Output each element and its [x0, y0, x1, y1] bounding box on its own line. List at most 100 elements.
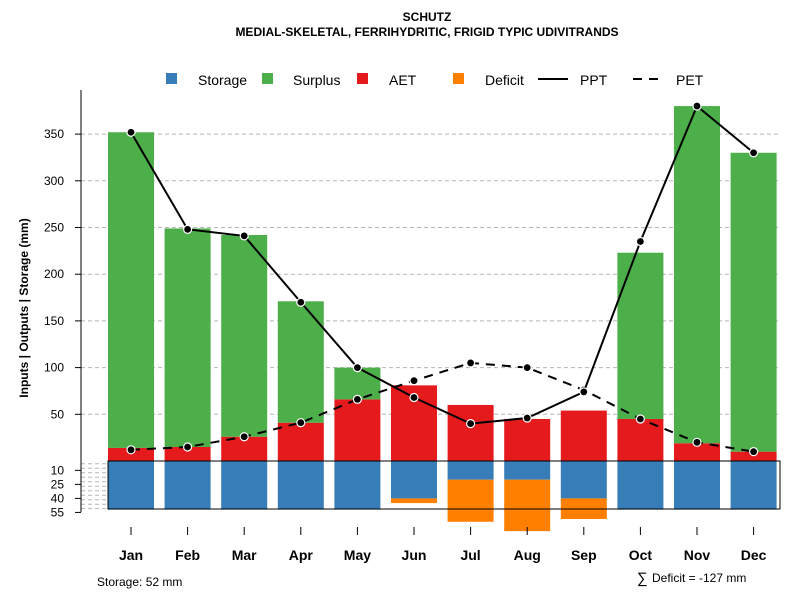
ppt-point: [296, 297, 306, 307]
ppt-line: [130, 104, 755, 425]
legend-label-ppt: PPT: [580, 72, 608, 88]
ppt-point: [579, 387, 589, 397]
bar-surplus: [334, 367, 381, 400]
legend: Storage Surplus AET Deficit PPT PET: [166, 72, 704, 88]
lines: [126, 101, 759, 457]
x-tick-label: Feb: [175, 547, 200, 563]
bar-storage: [617, 461, 664, 510]
bar-storage: [674, 461, 720, 510]
bar-surplus: [277, 301, 324, 423]
x-tick-label: Jul: [460, 547, 480, 563]
legend-swatch-storage: [166, 73, 177, 84]
storage-frame: [107, 460, 781, 510]
pet-point: [748, 447, 759, 457]
x-tick-label: Dec: [741, 547, 767, 563]
bar-aet: [334, 399, 381, 461]
ppt-point: [352, 363, 362, 373]
pet-point: [183, 442, 193, 452]
bar-surplus: [674, 106, 720, 444]
bar-storage: [221, 461, 268, 510]
chart-title: SCHUTZ: [403, 10, 452, 24]
x-tick-label: Jan: [119, 547, 143, 563]
bar-storage: [108, 461, 154, 510]
bar-aet: [277, 422, 324, 461]
legend-label-surplus: Surplus: [293, 72, 340, 88]
ppt-point: [522, 413, 532, 423]
ppt-point: [126, 127, 136, 137]
x-tick-label: Nov: [684, 547, 711, 563]
legend-swatch-deficit: [453, 73, 464, 84]
storage-footnote: Storage: 52 mm: [97, 575, 182, 589]
footnotes: Storage: 52 mm ∑ Deficit = -127 mm: [97, 570, 746, 589]
pet-point: [635, 414, 646, 424]
deficit-footnote: Deficit = -127 mm: [652, 571, 746, 585]
x-tick-label: Jun: [402, 547, 427, 563]
ppt-point: [692, 101, 702, 111]
bar-storage: [277, 461, 324, 510]
bar-aet: [730, 451, 777, 461]
bar-storage: [334, 461, 381, 510]
bar-surplus: [108, 132, 154, 448]
ppt-point: [239, 231, 249, 241]
x-axis: Jan Feb Mar Apr May Jun Jul Aug Sep Oct Nov Dec: [119, 527, 767, 563]
legend-label-deficit: Deficit: [485, 72, 524, 88]
pet-point: [352, 394, 362, 404]
bar-deficit: [504, 479, 551, 532]
bar-surplus: [730, 152, 777, 452]
chart-subtitle: MEDIAL-SKELETAL, FERRIHYDRITIC, FRIGID T…: [235, 25, 618, 39]
y-tick-label: 350: [44, 127, 64, 141]
x-tick-label: Apr: [289, 547, 314, 563]
y-tick-label: 100: [44, 361, 64, 375]
y-tick-label: 250: [44, 221, 64, 235]
bar-aet: [674, 443, 720, 461]
pet-point: [409, 376, 419, 386]
legend-label-aet: AET: [389, 72, 417, 88]
legend-swatch-aet: [357, 73, 368, 84]
y-tick-label: 300: [44, 174, 64, 188]
title-group: SCHUTZ MEDIAL-SKELETAL, FERRIHYDRITIC, F…: [235, 10, 618, 39]
bar-aet: [164, 446, 211, 461]
storage-tick-label: 25: [51, 477, 65, 491]
pet-point: [466, 358, 476, 368]
bar-storage: [164, 461, 211, 510]
bar-surplus: [221, 234, 268, 437]
y-tick-label: 200: [44, 267, 64, 281]
bar-surplus: [164, 228, 211, 447]
ppt-point: [409, 392, 419, 403]
bar-aet: [560, 410, 607, 461]
y-tick-label: 50: [51, 407, 65, 421]
ppt-point: [635, 236, 646, 247]
x-tick-label: Aug: [514, 547, 541, 563]
bar-storage: [730, 461, 777, 510]
x-tick-label: Oct: [629, 547, 653, 563]
ppt-point: [183, 224, 193, 234]
y-tick-label: 150: [44, 314, 64, 328]
pet-point: [239, 432, 249, 442]
pet-point: [296, 418, 306, 428]
pet-line: [130, 361, 754, 453]
x-tick-label: May: [344, 547, 371, 563]
bar-aet: [447, 404, 494, 461]
bar-surplus: [617, 252, 664, 419]
pet-point: [126, 445, 136, 455]
legend-swatch-surplus: [262, 73, 273, 84]
storage-tick-label: 10: [51, 463, 65, 477]
bar-storage: [504, 461, 551, 480]
pet-point: [692, 437, 702, 447]
pet-point: [522, 363, 532, 373]
storage-tick-label: 40: [51, 491, 65, 505]
bar-storage: [447, 461, 494, 480]
legend-label-pet: PET: [676, 72, 704, 88]
bar-storage: [391, 461, 437, 499]
ppt-point: [466, 419, 476, 429]
bar-aet: [504, 418, 551, 461]
bar-deficit: [391, 498, 437, 504]
legend-label-storage: Storage: [198, 72, 247, 88]
ppt-point: [748, 148, 759, 158]
gridlines: [81, 133, 780, 510]
bar-storage: [560, 461, 607, 499]
x-tick-label: Mar: [232, 547, 257, 563]
bar-deficit: [447, 479, 494, 522]
bars: [108, 106, 777, 532]
